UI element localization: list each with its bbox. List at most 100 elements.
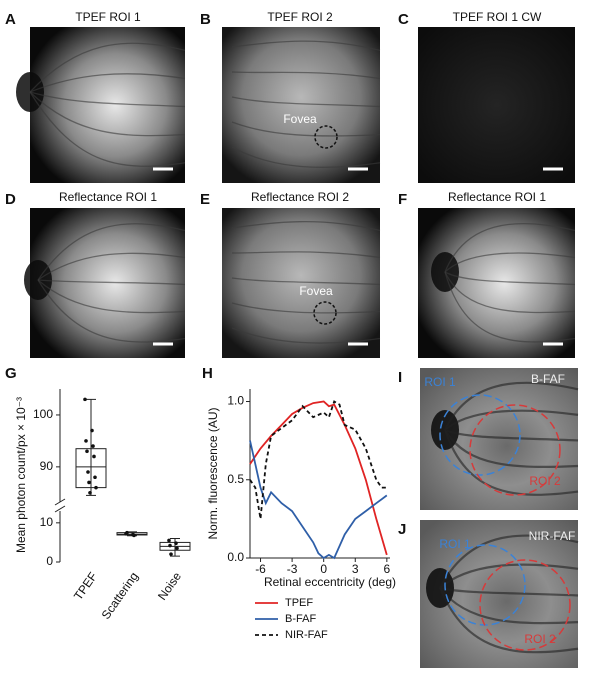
data-point bbox=[92, 454, 96, 459]
annotation: Fovea bbox=[299, 284, 333, 298]
data-point bbox=[94, 485, 98, 490]
vessel bbox=[444, 271, 576, 286]
roi-label: ROI 1 bbox=[439, 537, 471, 551]
panel-letter: F bbox=[398, 191, 407, 208]
panel-title: Reflectance ROI 1 bbox=[448, 190, 546, 204]
axis-break bbox=[54, 498, 66, 506]
x-tick-label: -6 bbox=[255, 562, 266, 576]
series-line bbox=[249, 400, 388, 556]
roi-circle bbox=[469, 404, 561, 496]
vessel bbox=[37, 223, 186, 281]
vessel bbox=[37, 252, 186, 281]
panel-letter: G bbox=[5, 365, 17, 382]
data-point bbox=[167, 538, 171, 543]
data-point bbox=[175, 546, 179, 551]
legend-label: NIR-FAF bbox=[285, 629, 328, 641]
vessel bbox=[444, 428, 579, 442]
data-point bbox=[90, 428, 94, 433]
data-point bbox=[88, 491, 92, 495]
vessel bbox=[29, 91, 186, 108]
x-tick-label: TPEF bbox=[71, 570, 100, 603]
x-tick-label: 6 bbox=[383, 562, 390, 576]
vessel bbox=[444, 271, 576, 314]
fovea-circle bbox=[314, 125, 338, 149]
vessel bbox=[29, 73, 186, 93]
data-point bbox=[168, 543, 172, 548]
vessel bbox=[444, 381, 579, 431]
panel-letter: E bbox=[200, 191, 210, 208]
panel-title: Reflectance ROI 1 bbox=[59, 190, 157, 204]
data-point bbox=[84, 439, 88, 443]
roi-circle bbox=[439, 394, 521, 476]
fovea-circle bbox=[313, 301, 337, 325]
y-tick-label: 0.5 bbox=[227, 472, 244, 486]
vessel bbox=[231, 146, 381, 168]
x-tick-label: -3 bbox=[287, 562, 298, 576]
data-point bbox=[85, 449, 89, 454]
vessel bbox=[444, 409, 579, 431]
axis-break bbox=[54, 505, 66, 513]
vessel bbox=[231, 302, 381, 314]
annotation: Fovea bbox=[283, 112, 317, 126]
x-axis-label: Retinal eccentricity (deg) bbox=[264, 575, 396, 589]
vessel bbox=[444, 222, 576, 273]
vessel bbox=[37, 279, 186, 343]
vessel bbox=[231, 277, 381, 286]
panel-letter: H bbox=[202, 365, 213, 382]
roi-circle bbox=[479, 559, 571, 651]
panel-letter: C bbox=[398, 11, 409, 28]
panel-title: Reflectance ROI 2 bbox=[251, 190, 349, 204]
vessel bbox=[231, 327, 381, 344]
roi-label: ROI 1 bbox=[424, 375, 456, 389]
data-point bbox=[132, 533, 136, 538]
roi-label: ROI 2 bbox=[524, 632, 556, 646]
data-point bbox=[83, 397, 87, 402]
vessel bbox=[444, 252, 576, 273]
series-line bbox=[249, 440, 388, 560]
fundus-image bbox=[418, 27, 575, 183]
vessel bbox=[439, 586, 579, 597]
panel-letter: A bbox=[5, 11, 16, 28]
y-tick-label: 100 bbox=[33, 407, 53, 421]
vessel bbox=[444, 271, 576, 343]
vessel bbox=[231, 221, 381, 232]
vessel bbox=[29, 42, 186, 93]
data-point bbox=[87, 480, 91, 485]
vessel bbox=[443, 429, 579, 496]
vessel bbox=[29, 91, 186, 137]
legend-label: B-FAF bbox=[285, 613, 316, 625]
data-point bbox=[174, 541, 178, 545]
data-point bbox=[169, 552, 173, 556]
y-tick-label: 0 bbox=[46, 554, 53, 568]
panel-title: B-FAF bbox=[531, 372, 565, 386]
x-tick-label: Scattering bbox=[99, 570, 141, 622]
vessel bbox=[439, 563, 579, 589]
y-tick-label: 10 bbox=[40, 515, 54, 529]
vessel bbox=[231, 71, 381, 80]
panel-letter: I bbox=[398, 369, 402, 386]
y-tick-label: 90 bbox=[40, 459, 54, 473]
vessel bbox=[231, 40, 381, 52]
vessel bbox=[37, 279, 186, 286]
roi-label: ROI 2 bbox=[529, 474, 561, 488]
panel-letter: D bbox=[5, 191, 16, 208]
vessel bbox=[439, 534, 579, 589]
panel-title: NIR-FAF bbox=[529, 529, 576, 543]
vessel bbox=[438, 587, 579, 654]
panel-title: TPEF ROI 1 CW bbox=[453, 10, 542, 24]
data-point bbox=[86, 470, 90, 474]
y-tick-label: 0.0 bbox=[227, 550, 244, 564]
vessel bbox=[439, 587, 579, 625]
data-point bbox=[125, 530, 129, 535]
legend-label: TPEF bbox=[285, 597, 313, 609]
data-point bbox=[93, 475, 97, 480]
vessel bbox=[37, 279, 186, 314]
panel-letter: J bbox=[398, 521, 406, 538]
x-tick-label: Noise bbox=[155, 569, 184, 602]
panel-title: TPEF ROI 1 bbox=[75, 10, 141, 24]
box bbox=[75, 448, 107, 489]
x-tick-label: 0 bbox=[320, 562, 327, 576]
y-axis-label: Norm. fluorescence (AU) bbox=[206, 407, 220, 539]
y-tick-label: 1.0 bbox=[227, 394, 244, 408]
